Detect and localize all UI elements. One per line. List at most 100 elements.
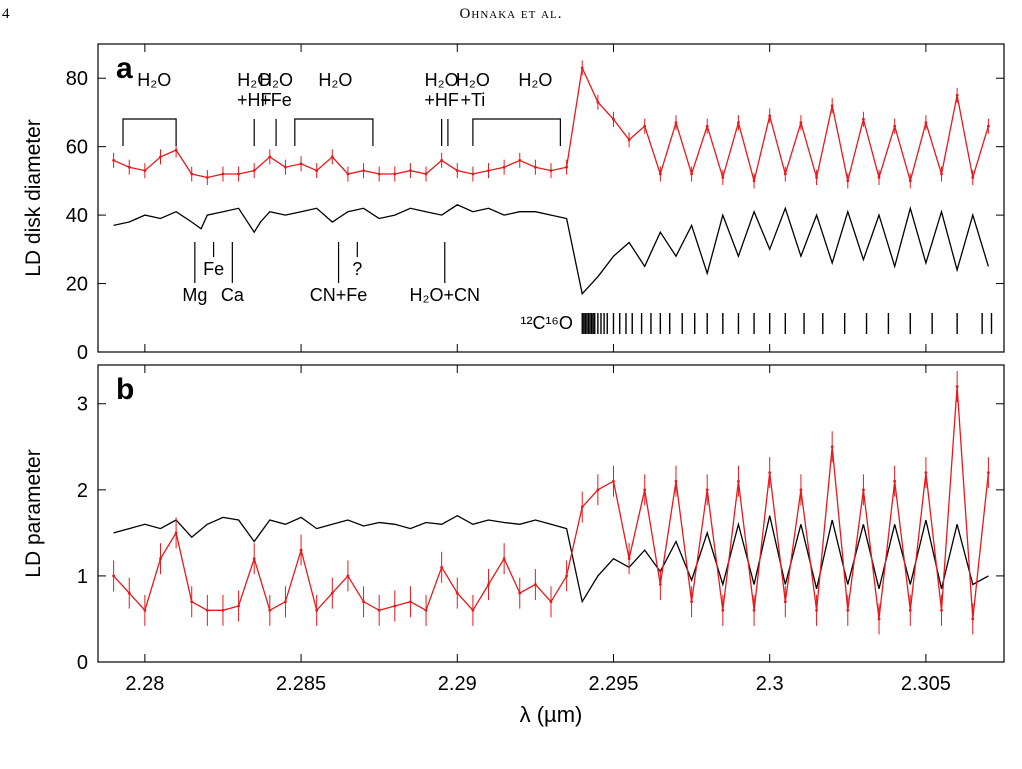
data-point: [205, 176, 209, 179]
data-point: [252, 557, 256, 561]
data-point: [205, 608, 209, 612]
data-point: [955, 93, 959, 97]
data-point: [440, 158, 444, 162]
data-point: [643, 124, 647, 128]
data-point: [862, 488, 865, 492]
data-point: [112, 574, 116, 578]
model-line: [113, 204, 990, 296]
line-label-bottom: ?: [352, 259, 362, 279]
line-label-top: H₂O: [425, 70, 459, 90]
data-point: [955, 385, 959, 388]
data-point: [612, 117, 615, 121]
data-point: [112, 158, 116, 162]
data-point: [815, 176, 818, 179]
data-point: [565, 165, 569, 169]
data-point: [627, 138, 631, 142]
data-point: [940, 608, 943, 612]
y-tick-label: 0: [77, 342, 88, 364]
line-label-top: H₂O: [318, 70, 352, 90]
x-tick-label: 2.295: [588, 673, 638, 695]
x-tick-label: 2.305: [901, 673, 951, 695]
line-marker-bracket: [472, 118, 561, 146]
data-point: [580, 505, 584, 509]
y-tick-label: 1: [77, 566, 88, 588]
data-point: [924, 471, 928, 475]
data-point: [346, 172, 350, 176]
data-point: [377, 608, 381, 612]
data-point: [877, 617, 881, 621]
data-point: [596, 488, 600, 492]
line-label-bottom: Mg: [182, 285, 207, 305]
data-point: [565, 574, 569, 578]
y-tick-label: 80: [66, 68, 88, 90]
line-label-bottom: CN+Fe: [310, 285, 368, 305]
x-tick-label: 2.285: [276, 673, 326, 695]
data-point: [705, 124, 709, 128]
line-label-top: +HF: [424, 90, 459, 110]
line-label-top: H₂O: [237, 70, 271, 90]
data-point: [127, 165, 131, 169]
data-point: [237, 604, 240, 608]
data-point: [455, 591, 459, 595]
data-point: [721, 176, 725, 179]
data-point: [330, 155, 334, 159]
line-label-bottom: H₂O+CN: [410, 285, 481, 305]
data-point: [284, 165, 287, 169]
data-point: [783, 600, 787, 604]
data-point: [815, 608, 818, 612]
data-line: [113, 386, 990, 620]
data-point: [518, 158, 522, 162]
line-label-bottom: Ca: [221, 285, 245, 305]
data-point: [690, 172, 693, 176]
data-point: [690, 600, 693, 604]
data-point: [284, 600, 287, 604]
data-point: [768, 471, 772, 475]
x-tick-label: 2.29: [438, 673, 477, 695]
y-tick-label: 3: [77, 394, 88, 416]
data-point: [143, 169, 147, 173]
data-point: [502, 165, 506, 169]
data-point: [986, 471, 990, 475]
data-point: [737, 479, 740, 483]
data-point: [893, 124, 897, 128]
data-point: [487, 583, 490, 586]
data-point: [174, 148, 178, 152]
x-tick-label: 2.3: [756, 673, 784, 695]
y-tick-label: 2: [77, 480, 88, 502]
page-number: 4: [2, 6, 10, 22]
data-point: [330, 591, 334, 595]
data-point: [409, 600, 412, 604]
data-point: [377, 172, 381, 176]
data-point: [799, 121, 803, 125]
line-label-top: H₂O: [137, 70, 171, 90]
line-label-top: +Fe: [260, 90, 292, 110]
data-point: [455, 169, 459, 173]
data-point: [159, 557, 162, 561]
data-point: [940, 172, 943, 176]
data-point: [533, 165, 537, 169]
data-point: [986, 124, 990, 128]
data-point: [487, 169, 490, 173]
y-tick-label: 0: [77, 652, 88, 674]
co-label: ¹²C¹⁶O: [520, 313, 572, 333]
data-point: [877, 176, 881, 179]
data-point: [971, 176, 975, 179]
line-label-top: H₂O: [259, 70, 293, 90]
data-point: [846, 608, 850, 612]
data-point: [471, 608, 475, 612]
plot-frame: [97, 43, 1005, 353]
data-point: [549, 169, 553, 173]
data-point: [424, 172, 428, 176]
data-point: [299, 548, 303, 552]
data-point: [705, 488, 709, 492]
data-point: [658, 172, 662, 176]
line-marker-bracket: [122, 118, 177, 146]
data-point: [190, 600, 194, 604]
data-point: [830, 445, 834, 449]
data-point: [268, 155, 272, 159]
data-point: [908, 608, 912, 612]
data-point: [237, 172, 240, 176]
data-point: [190, 172, 194, 176]
